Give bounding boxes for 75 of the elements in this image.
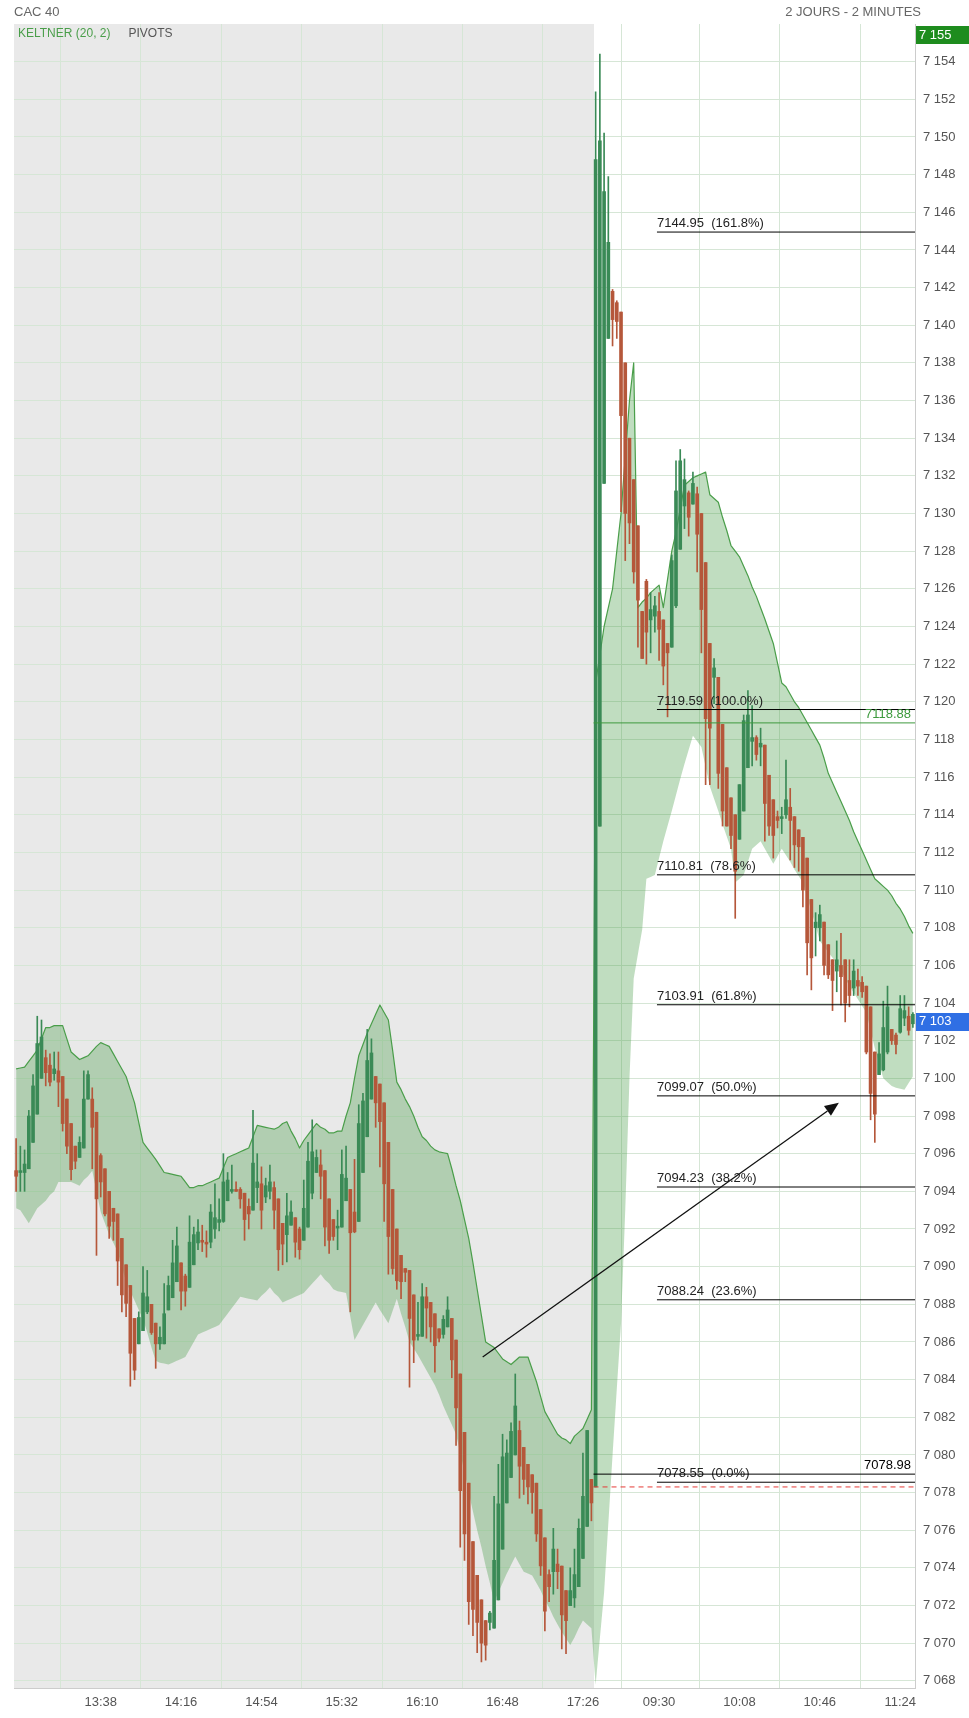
y-tick-label: 7 138 <box>923 354 956 370</box>
y-tick-label: 7 074 <box>923 1559 956 1575</box>
ref-line-label: 7144.95 (161.8%) <box>656 215 764 231</box>
y-tick-label: 7 148 <box>923 166 956 182</box>
chart-title: CAC 40 <box>14 4 60 19</box>
x-tick-label: 17:26 <box>566 1693 600 1709</box>
y-tick-label: 7 122 <box>923 655 956 671</box>
candlestick <box>213 1183 217 1239</box>
y-tick-label: 7 150 <box>923 128 956 144</box>
y-tick-label: 7 114 <box>923 806 955 822</box>
y-tick-label: 7 116 <box>923 768 955 784</box>
y-tick-label: 7 120 <box>923 693 956 709</box>
y-tick-label: 7 112 <box>923 844 955 860</box>
x-tick-label: 13:38 <box>84 1693 117 1709</box>
y-tick-label: 7 152 <box>923 90 956 106</box>
y-tick-label: 7 094 <box>923 1182 956 1198</box>
y-tick-label: 7 128 <box>923 542 956 558</box>
x-tick-label: 14:54 <box>245 1693 278 1709</box>
y-tick-label: 7 110 <box>923 881 955 897</box>
chart-subtitle: 2 JOURS - 2 MINUTES <box>785 4 921 19</box>
y-tick-label: 7 102 <box>923 1032 956 1048</box>
y-tick-label: 7 090 <box>923 1258 956 1274</box>
candlestick <box>856 968 860 996</box>
x-tick-label: 16:48 <box>486 1693 519 1709</box>
y-tick-label: 7 142 <box>923 279 956 295</box>
candlestick <box>788 788 793 861</box>
y-tick-label: 7 130 <box>923 505 956 521</box>
candlestick <box>14 1138 18 1192</box>
y-tick-label: 7 146 <box>923 203 956 219</box>
x-tick-label: 10:46 <box>803 1693 837 1709</box>
y-tick-label: 7 086 <box>923 1333 956 1349</box>
x-tick-label: 15:32 <box>325 1693 359 1709</box>
y-tick-label: 7 106 <box>923 956 956 972</box>
x-tick-label: 16:10 <box>405 1693 439 1709</box>
y-tick-label: 7 076 <box>923 1521 956 1537</box>
x-tick-label: 10:08 <box>723 1693 756 1709</box>
y-tick-label: 7 126 <box>923 580 956 596</box>
y-tick-label: 7 100 <box>923 1069 956 1085</box>
x-tick-label: 09:30 <box>642 1693 676 1709</box>
ref-line-label: 7103.91 (61.8%) <box>656 987 757 1003</box>
y-tick-label: 7 084 <box>923 1371 956 1387</box>
y-tick-label: 7 078 <box>923 1484 956 1500</box>
y-tick-label: 7 068 <box>923 1672 956 1688</box>
ref-line-label: 7118.88 <box>864 705 911 721</box>
candlestick <box>839 933 843 1006</box>
y-tick-label: 7 080 <box>923 1446 956 1462</box>
y-tick-label: 7 144 <box>923 241 956 257</box>
y-tick-label: 7 118 <box>923 731 955 747</box>
ref-line-label: 7088.24 (23.6%) <box>656 1282 757 1298</box>
ref-line-label: 7099.07 (50.0%) <box>656 1078 757 1094</box>
text: 7 155 <box>919 26 952 42</box>
x-tick-label: 11:24 <box>884 1693 916 1709</box>
annotation: PIVOTS <box>128 26 173 40</box>
candlestick <box>834 940 839 993</box>
text: 7 103 <box>919 1013 952 1029</box>
y-tick-label: 7 104 <box>923 994 956 1010</box>
x-tick-label: 14:16 <box>164 1693 198 1709</box>
y-tick-label: 7 108 <box>923 919 956 935</box>
y-tick-label: 7 136 <box>923 392 956 408</box>
candlestick <box>52 1051 57 1081</box>
candlestick <box>200 1224 205 1252</box>
y-tick-label: 7 098 <box>923 1107 956 1123</box>
y-tick-label: 7 140 <box>923 316 956 332</box>
y-tick-label: 7 070 <box>923 1634 956 1650</box>
y-tick-label: 7 134 <box>923 429 956 445</box>
y-tick-label: 7 124 <box>923 618 956 634</box>
y-tick-label: 7 132 <box>923 467 956 483</box>
y-tick-label: 7 092 <box>923 1220 956 1236</box>
ref-line-label: 7078.98 <box>864 1457 911 1473</box>
y-tick-label: 7 154 <box>923 53 956 69</box>
y-tick-label: 7 082 <box>923 1408 956 1424</box>
y-tick-label: 7 088 <box>923 1295 956 1311</box>
y-tick-label: 7 096 <box>923 1145 956 1161</box>
text: KELTNER (20, 2) <box>18 26 111 40</box>
y-tick-label: 7 072 <box>923 1597 956 1613</box>
